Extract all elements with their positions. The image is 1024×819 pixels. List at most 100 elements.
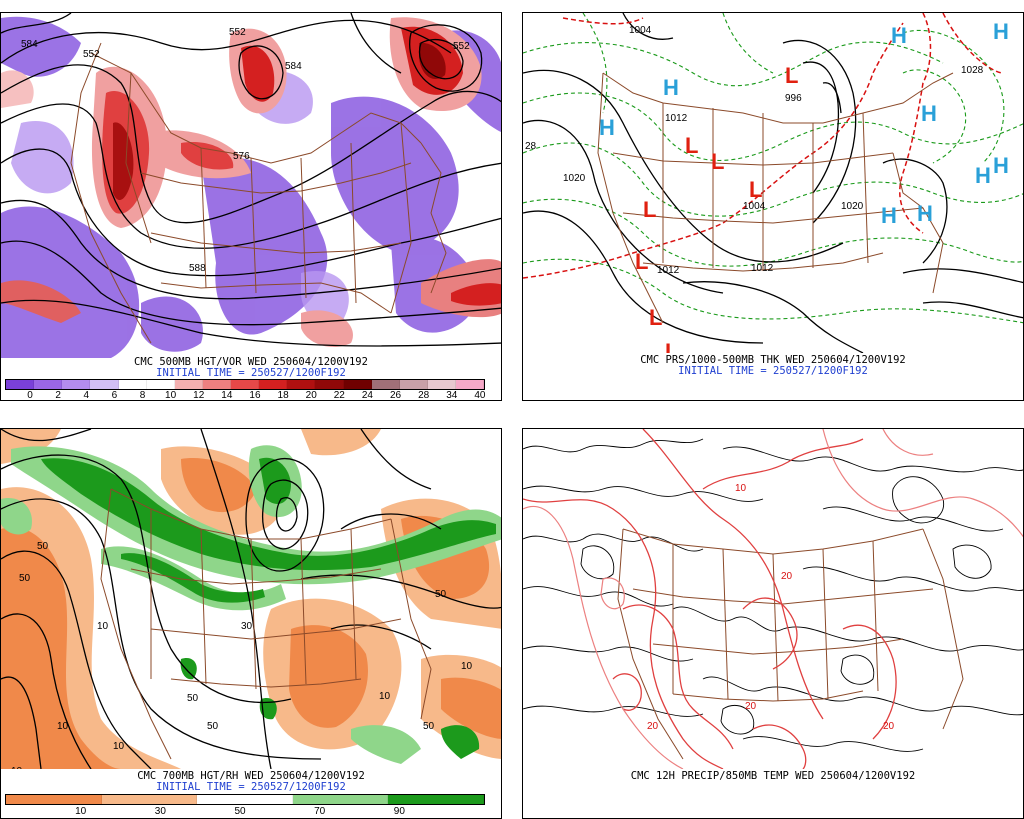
colorbar-tick-label: 0 xyxy=(27,390,33,401)
rh-colorbar-ticks: 10 30 50 70 90 xyxy=(5,806,483,818)
isobar-label: 1004 xyxy=(743,201,766,212)
political-boundaries xyxy=(617,528,964,760)
temperature-contours-warm xyxy=(523,429,1023,769)
high-pressure-center: H xyxy=(993,19,1009,44)
rh-label: 10 xyxy=(461,661,473,672)
panel-title: CMC 12H PRECIP/850MB TEMP WED 250604/120… xyxy=(630,770,916,782)
rh-label: 10 xyxy=(379,691,391,702)
colorbar-swatch xyxy=(343,380,372,389)
colorbar-swatch xyxy=(197,795,293,804)
temp-label: 10 xyxy=(735,483,747,494)
colorbar-swatch xyxy=(90,380,119,389)
high-pressure-center: H xyxy=(881,203,897,228)
temp-label: 20 xyxy=(647,721,659,732)
rh-label: 50 xyxy=(187,693,199,704)
low-pressure-center: L xyxy=(685,133,698,158)
isobar-label: 1012 xyxy=(657,265,680,276)
rh-map: 50 50 10 10 50 10 50 10 50 30 10 50 10 xyxy=(1,429,501,769)
low-pressure-center: L xyxy=(643,197,656,222)
colorbar-tick-label: 50 xyxy=(234,806,246,817)
rh-label: 50 xyxy=(37,541,49,552)
colorbar-tick-label: 10 xyxy=(165,390,177,401)
temperature-contours xyxy=(523,429,897,769)
colorbar-swatch xyxy=(146,380,175,389)
colorbar-tick-label: 2 xyxy=(55,390,61,401)
rh-contour-labels: 50 50 10 10 50 10 50 10 50 30 10 50 10 xyxy=(11,541,473,769)
colorbar-tick-label: 14 xyxy=(221,390,233,401)
precip-temp-map: 10 20 20 20 20 xyxy=(523,429,1023,769)
isobar-label: 1028 xyxy=(961,65,984,76)
colorbar-tick-label: 34 xyxy=(446,390,458,401)
colorbar-swatch xyxy=(388,795,484,804)
high-pressure-center: H xyxy=(599,115,615,140)
rh-label: 50 xyxy=(423,721,435,732)
isobar-label: 28 xyxy=(525,141,537,152)
colorbar-tick-label: 12 xyxy=(193,390,205,401)
thickness-contours xyxy=(523,13,1023,324)
colorbar-swatch xyxy=(231,380,260,389)
colorbar-tick-label: 24 xyxy=(361,390,373,401)
colorbar-tick-label: 6 xyxy=(111,390,118,401)
panel-500mb-vorticity: 584 552 552 584 552 576 588 CMC 500MB HG… xyxy=(0,12,502,401)
isobar-label: 1012 xyxy=(665,113,688,124)
initial-time: INITIAL TIME = 250527/1200F192 xyxy=(156,367,346,379)
colorbar-swatch xyxy=(399,380,428,389)
low-pressure-center: L xyxy=(635,249,648,274)
colorbar-swatch xyxy=(315,380,344,389)
low-pressure-center: L xyxy=(711,149,724,174)
high-pressure-center: H xyxy=(993,153,1009,178)
colorbar-swatch xyxy=(6,380,35,389)
colorbar-swatch xyxy=(118,380,147,389)
height-contours xyxy=(1,13,501,347)
rh-label: 10 xyxy=(113,741,125,752)
isobar-label: 1004 xyxy=(629,25,652,36)
colorbar-swatch xyxy=(287,380,316,389)
isobars xyxy=(523,13,1023,353)
colorbar-swatch xyxy=(6,795,102,804)
height-contour-labels: 584 552 552 584 552 576 588 xyxy=(21,27,470,274)
contour-label: 584 xyxy=(285,61,302,72)
isobar-labels: 1004 1012 1020 1004 1020 1012 1012 996 1… xyxy=(525,25,984,276)
colorbar-swatch xyxy=(101,795,198,804)
colorbar-swatch xyxy=(259,380,288,389)
low-pressure-center: L xyxy=(749,177,762,202)
high-pressure-center: H xyxy=(917,201,933,226)
low-pressure-center: L xyxy=(649,305,662,330)
contour-label: 552 xyxy=(453,41,470,52)
temp-label: 20 xyxy=(745,701,757,712)
rh-colorbar xyxy=(5,794,485,805)
low-pressure-center: L xyxy=(665,339,678,353)
isobar-label: 996 xyxy=(785,93,802,104)
temperature-labels: 10 20 20 20 20 xyxy=(647,483,895,732)
panel-title: CMC 700MB HGT/RH WED 250604/1200V192 xyxy=(137,770,365,782)
colorbar-tick-label: 28 xyxy=(418,390,430,401)
high-pressure-center: H xyxy=(891,23,907,48)
panel-pressure-thickness: H H H H H H H H H L L L L L L L L 1004 1… xyxy=(522,12,1024,401)
colorbar-tick-label: 10 xyxy=(75,806,87,817)
contour-label: 552 xyxy=(83,49,100,60)
high-pressure-center: H xyxy=(663,75,679,100)
colorbar-tick-label: 90 xyxy=(393,806,405,817)
panel-precip-850mb-temp: 10 20 20 20 20 CMC 12H PRECIP/850MB TEMP… xyxy=(522,428,1024,819)
thickness-540-line xyxy=(523,13,1004,279)
temp-label: 20 xyxy=(781,571,793,582)
colorbar-tick-label: 20 xyxy=(305,390,317,401)
colorbar-swatch xyxy=(62,380,91,389)
rh-label: 50 xyxy=(435,589,447,600)
precip-contours xyxy=(523,438,1023,752)
pressure-map: H H H H H H H H H L L L L L L L L 1004 1… xyxy=(523,13,1023,353)
rh-label: 50 xyxy=(19,573,31,584)
temp-label: 20 xyxy=(883,721,895,732)
vorticity-map: 584 552 552 584 552 576 588 xyxy=(1,13,501,358)
colorbar-swatch xyxy=(202,380,231,389)
initial-time: INITIAL TIME = 250527/1200F192 xyxy=(678,365,868,377)
political-boundaries xyxy=(70,42,447,344)
isobar-label: 1020 xyxy=(841,201,864,212)
colorbar-swatch xyxy=(174,380,203,389)
colorbar-tick-label: 40 xyxy=(474,390,486,401)
colorbar-tick-label: 18 xyxy=(277,390,289,401)
colorbar-tick-label: 26 xyxy=(389,390,402,401)
colorbar-swatch xyxy=(456,380,485,389)
contour-label: 576 xyxy=(233,151,250,162)
rh-label: 10 xyxy=(11,766,23,769)
